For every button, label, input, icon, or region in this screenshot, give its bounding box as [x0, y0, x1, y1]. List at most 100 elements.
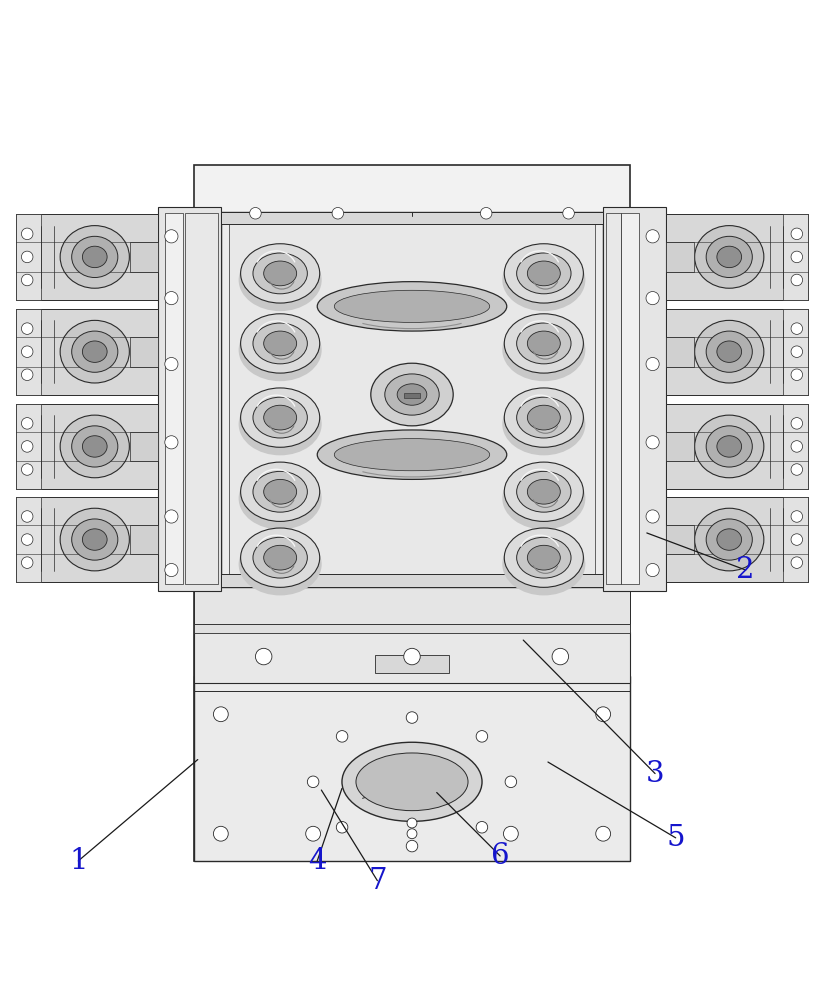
Ellipse shape [717, 246, 742, 268]
Ellipse shape [504, 314, 583, 373]
Ellipse shape [253, 253, 307, 294]
Text: 7: 7 [368, 867, 386, 895]
Ellipse shape [241, 528, 320, 587]
Ellipse shape [646, 436, 659, 449]
Ellipse shape [335, 290, 489, 322]
Ellipse shape [82, 246, 107, 268]
Bar [404, 393, 420, 398]
Ellipse shape [791, 464, 803, 475]
Text: 2: 2 [737, 556, 755, 584]
Ellipse shape [517, 397, 571, 438]
Ellipse shape [527, 545, 560, 570]
Bar [603, 207, 666, 591]
Bar [16, 309, 158, 395]
Ellipse shape [21, 534, 33, 545]
Ellipse shape [336, 821, 348, 833]
Ellipse shape [213, 707, 228, 722]
Ellipse shape [791, 369, 803, 381]
Bar [229, 217, 595, 580]
Bar [16, 309, 41, 395]
Ellipse shape [552, 648, 569, 665]
Ellipse shape [404, 648, 420, 665]
Ellipse shape [60, 415, 129, 478]
Ellipse shape [791, 511, 803, 522]
Bar [194, 624, 630, 633]
Ellipse shape [253, 471, 307, 512]
Ellipse shape [706, 426, 752, 467]
Ellipse shape [407, 818, 417, 828]
Ellipse shape [60, 508, 129, 571]
Bar [194, 632, 630, 683]
Bar [16, 497, 41, 582]
Bar [666, 242, 694, 272]
Ellipse shape [791, 274, 803, 286]
Ellipse shape [596, 826, 611, 841]
Ellipse shape [332, 207, 344, 219]
Ellipse shape [563, 207, 574, 219]
Bar [158, 207, 221, 591]
Ellipse shape [385, 374, 439, 415]
Ellipse shape [21, 441, 33, 452]
Ellipse shape [371, 363, 453, 426]
Ellipse shape [527, 331, 560, 356]
Bar [783, 404, 808, 489]
Ellipse shape [21, 418, 33, 429]
Ellipse shape [239, 533, 321, 595]
Bar [185, 213, 218, 584]
Ellipse shape [517, 471, 571, 512]
Ellipse shape [527, 261, 560, 286]
Ellipse shape [407, 829, 417, 839]
Text: 6: 6 [491, 842, 509, 870]
Ellipse shape [241, 314, 320, 373]
Bar [221, 212, 603, 587]
Ellipse shape [527, 405, 560, 430]
Ellipse shape [165, 357, 178, 371]
Ellipse shape [646, 292, 659, 305]
Ellipse shape [72, 519, 118, 560]
Ellipse shape [60, 320, 129, 383]
Bar [130, 337, 158, 367]
Text: 3: 3 [646, 760, 664, 788]
Bar [16, 214, 158, 300]
Ellipse shape [250, 207, 261, 219]
Ellipse shape [791, 441, 803, 452]
Ellipse shape [503, 319, 585, 381]
Ellipse shape [21, 323, 33, 334]
Ellipse shape [239, 393, 321, 455]
Ellipse shape [72, 236, 118, 278]
Ellipse shape [504, 244, 583, 303]
Ellipse shape [527, 479, 560, 504]
Ellipse shape [342, 742, 482, 821]
Ellipse shape [504, 528, 583, 587]
Ellipse shape [21, 511, 33, 522]
Bar [130, 242, 158, 272]
Bar [16, 214, 41, 300]
Ellipse shape [165, 436, 178, 449]
Ellipse shape [255, 648, 272, 665]
Ellipse shape [264, 261, 297, 286]
Ellipse shape [253, 323, 307, 364]
Text: 1: 1 [69, 847, 87, 875]
Ellipse shape [239, 319, 321, 381]
Ellipse shape [72, 331, 118, 372]
Bar [221, 212, 603, 224]
Ellipse shape [695, 508, 764, 571]
Bar [130, 432, 158, 461]
Text: 4: 4 [308, 847, 326, 875]
Ellipse shape [706, 236, 752, 278]
Ellipse shape [335, 439, 489, 471]
Ellipse shape [517, 323, 571, 364]
Ellipse shape [264, 405, 297, 430]
Bar [666, 497, 808, 582]
Bar [16, 404, 41, 489]
Ellipse shape [21, 557, 33, 568]
Ellipse shape [82, 341, 107, 362]
Bar [666, 309, 808, 395]
Ellipse shape [241, 462, 320, 521]
Ellipse shape [21, 251, 33, 263]
Ellipse shape [791, 323, 803, 334]
Ellipse shape [72, 426, 118, 467]
Text: 5: 5 [667, 824, 685, 852]
Bar [783, 309, 808, 395]
Ellipse shape [307, 776, 319, 788]
